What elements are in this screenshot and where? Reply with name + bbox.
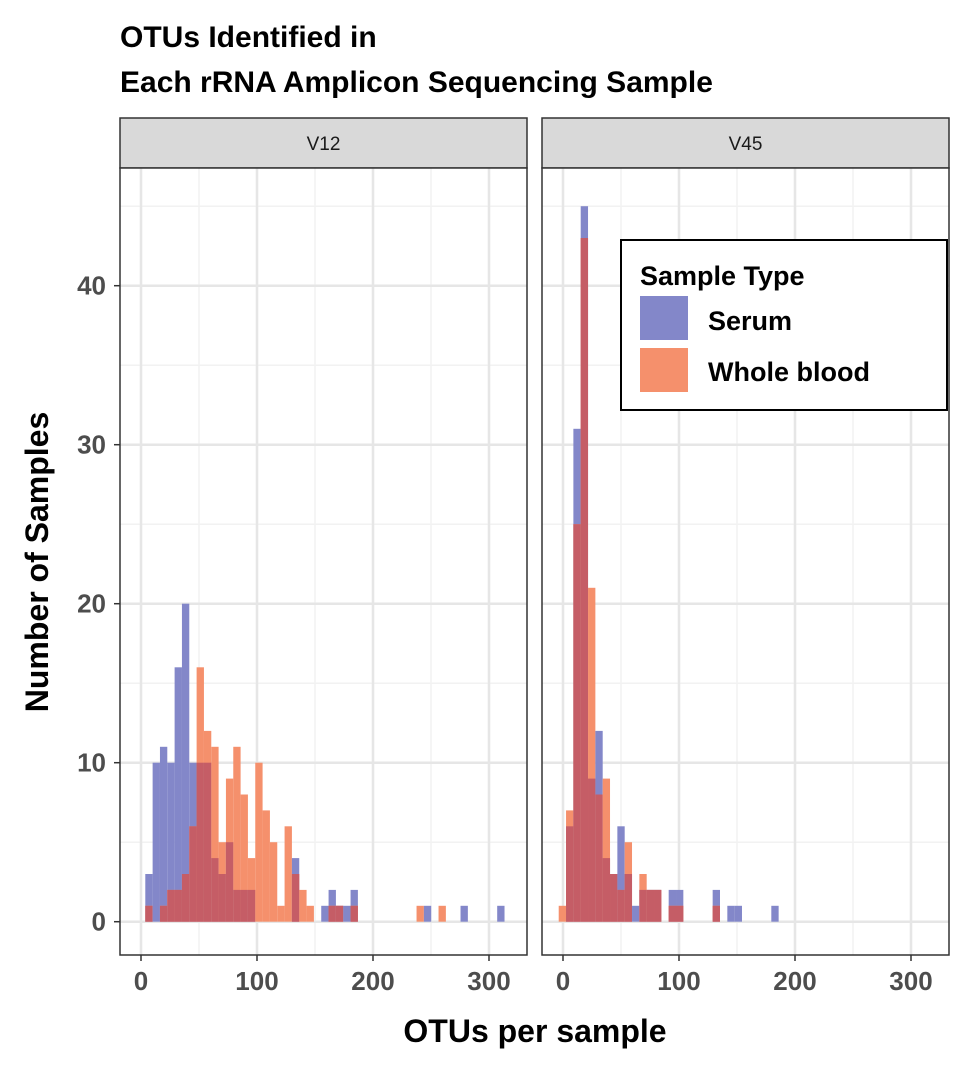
bar-serum <box>617 826 625 922</box>
bar-overlap <box>668 905 677 922</box>
bar-overlap <box>595 794 603 922</box>
bar-overlap <box>203 762 212 922</box>
x-tick-label: 200 <box>773 966 816 996</box>
y-axis-title: Number of Samples <box>19 412 55 713</box>
bar-whole-blood <box>262 810 270 922</box>
bar-overlap <box>328 905 336 922</box>
bar-whole-blood <box>602 778 611 922</box>
legend-key-serum <box>640 296 688 340</box>
x-tick-label: 100 <box>235 966 278 996</box>
chart-title-line-1: OTUs Identified in <box>120 21 377 54</box>
y-tick-label: 0 <box>92 907 106 937</box>
bar-serum <box>734 905 742 922</box>
bar-serum <box>152 762 160 922</box>
bar-overlap <box>573 524 581 922</box>
bar-overlap <box>617 889 625 922</box>
bar-overlap <box>145 905 153 922</box>
facet-strip <box>119 117 528 169</box>
panel-border <box>119 167 528 956</box>
legend-key-whole-blood <box>640 348 688 392</box>
bar-overlap <box>639 889 647 922</box>
bar-overlap <box>233 889 241 922</box>
bar-serum <box>771 905 779 922</box>
bar-overlap <box>580 238 589 922</box>
bar-whole-blood <box>211 746 219 922</box>
bar-overlap <box>159 905 168 922</box>
bar-whole-blood <box>438 905 446 922</box>
bar-overlap <box>654 889 662 922</box>
bar-serum <box>145 874 153 922</box>
bar-whole-blood <box>247 858 256 922</box>
bar-overlap <box>225 842 234 922</box>
y-axis-ticks: 0 10 20 30 40 <box>77 271 120 937</box>
facet-strip <box>541 117 950 169</box>
legend-label-serum: Serum <box>708 306 792 336</box>
facet-strip-label: V45 <box>729 134 763 155</box>
panel-border <box>541 167 950 956</box>
bar-overlap <box>646 889 655 922</box>
bar-overlap <box>676 905 684 922</box>
bar-overlap <box>712 905 720 922</box>
bar-serum <box>497 905 505 922</box>
bar-serum <box>423 905 432 922</box>
bar-serum <box>159 746 168 922</box>
bar-overlap <box>624 874 633 922</box>
bar-overlap <box>196 762 204 922</box>
y-tick-label: 40 <box>77 271 106 301</box>
bar-overlap <box>189 826 197 922</box>
x-tick-label: 300 <box>467 966 510 996</box>
bar-whole-blood <box>269 842 278 922</box>
bar-overlap <box>174 889 182 922</box>
bar-whole-blood <box>306 905 314 922</box>
bar-overlap <box>335 905 344 922</box>
bar-whole-blood <box>255 762 263 922</box>
bar-overlap <box>610 874 618 922</box>
bar-overlap <box>588 778 596 922</box>
y-tick-label: 20 <box>77 589 106 619</box>
legend-label-whole-blood: Whole blood <box>708 357 870 387</box>
bar-serum <box>343 905 351 922</box>
x-tick-label: 300 <box>889 966 932 996</box>
bar-serum <box>727 905 735 922</box>
bar-overlap <box>247 889 256 922</box>
bar-whole-blood <box>558 905 567 922</box>
bar-whole-blood <box>299 889 307 922</box>
bar-overlap <box>167 889 175 922</box>
legend-title: Sample Type <box>640 261 805 291</box>
bar-serum <box>632 905 640 922</box>
y-tick-label: 30 <box>77 430 106 460</box>
bar-whole-blood <box>277 905 285 922</box>
legend: Sample Type Serum Whole blood <box>620 239 948 411</box>
bar-serum <box>167 762 175 922</box>
bar-overlap <box>350 905 358 922</box>
bar-overlap <box>218 874 226 922</box>
chart-title-line-2: Each rRNA Amplicon Sequencing Sample <box>120 66 713 99</box>
bar-serum <box>321 905 329 922</box>
bar-whole-blood <box>233 746 241 922</box>
bar-whole-blood <box>588 587 596 922</box>
bar-whole-blood <box>240 794 248 922</box>
x-tick-label: 0 <box>134 966 148 996</box>
x-tick-label: 0 <box>556 966 570 996</box>
bar-overlap <box>566 826 574 922</box>
panel-v12: V12 0 100 200 300 <box>119 117 528 996</box>
bar-whole-blood <box>416 905 424 922</box>
bar-serum <box>174 667 182 922</box>
bar-overlap <box>291 874 300 922</box>
bar-whole-blood <box>284 826 292 922</box>
bar-serum <box>181 603 190 922</box>
x-tick-label: 200 <box>351 966 394 996</box>
bar-overlap <box>240 889 248 922</box>
bar-overlap <box>181 874 190 922</box>
bar-overlap <box>211 858 219 922</box>
facet-strip-label: V12 <box>307 134 341 155</box>
bar-overlap <box>602 858 611 922</box>
x-tick-label: 100 <box>657 966 700 996</box>
x-axis-title: OTUs per sample <box>403 1013 666 1049</box>
y-tick-label: 10 <box>77 748 106 778</box>
bar-serum <box>460 905 468 922</box>
